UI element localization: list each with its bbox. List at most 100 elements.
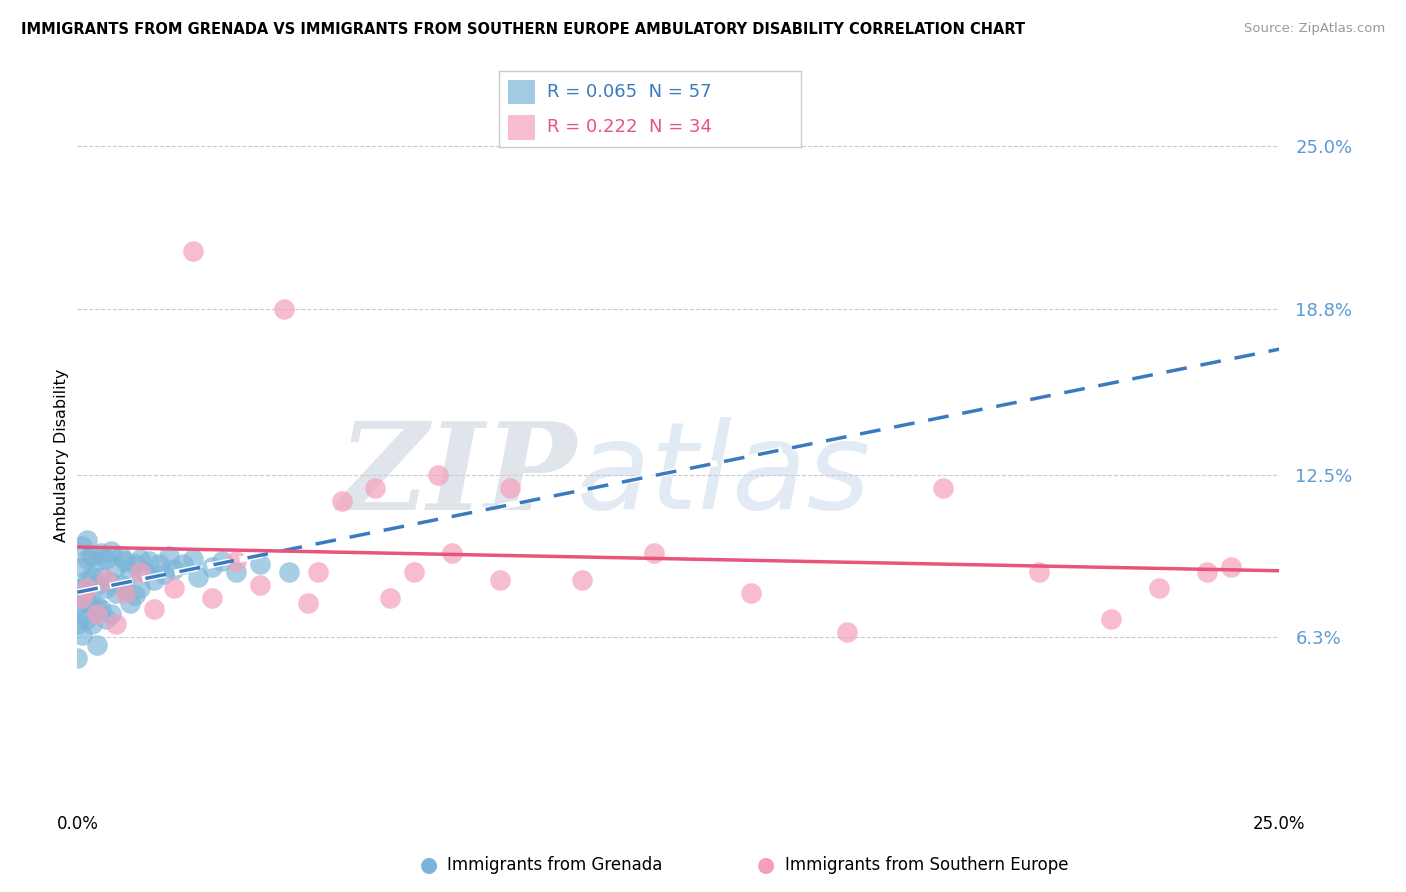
Point <box>1149 581 1171 595</box>
Point <box>643 546 665 560</box>
Point <box>441 546 464 560</box>
Point <box>100 607 122 621</box>
Point <box>66 599 89 613</box>
Point <box>172 557 194 571</box>
Point <box>489 573 512 587</box>
Point <box>96 612 118 626</box>
Point <box>66 617 89 632</box>
Point <box>100 575 122 590</box>
Point <box>162 581 184 595</box>
Y-axis label: Ambulatory Disability: Ambulatory Disability <box>53 368 69 541</box>
Point <box>134 565 156 579</box>
Point <box>277 565 299 579</box>
Point <box>402 565 425 579</box>
Point <box>153 567 176 582</box>
Point <box>104 559 127 574</box>
Point <box>186 570 209 584</box>
Point <box>86 599 108 613</box>
Point <box>86 578 108 592</box>
Point <box>114 554 136 568</box>
Point <box>114 586 136 600</box>
Point <box>70 559 93 574</box>
Text: Source: ZipAtlas.com: Source: ZipAtlas.com <box>1244 22 1385 36</box>
Bar <box>508 115 536 140</box>
Point <box>80 596 103 610</box>
Point <box>128 551 150 566</box>
Point <box>148 557 170 571</box>
Point <box>181 551 204 566</box>
Point <box>70 591 93 605</box>
Point <box>104 617 127 632</box>
Point <box>330 494 353 508</box>
Point <box>76 581 98 595</box>
Point <box>96 581 118 595</box>
Text: atlas: atlas <box>576 417 872 534</box>
Text: ZIP: ZIP <box>337 417 576 535</box>
Point <box>201 559 224 574</box>
Point <box>66 651 89 665</box>
Point <box>499 481 522 495</box>
Point <box>70 539 93 553</box>
Point <box>157 549 180 563</box>
Point <box>249 578 271 592</box>
Text: Immigrants from Grenada: Immigrants from Grenada <box>447 856 662 874</box>
Point <box>96 551 118 566</box>
Point <box>76 593 98 607</box>
Point <box>76 612 98 626</box>
Point <box>86 554 108 568</box>
Point <box>427 467 450 482</box>
Text: IMMIGRANTS FROM GRENADA VS IMMIGRANTS FROM SOUTHERN EUROPE AMBULATORY DISABILITY: IMMIGRANTS FROM GRENADA VS IMMIGRANTS FR… <box>21 22 1025 37</box>
Point <box>138 554 160 568</box>
Point <box>211 554 233 568</box>
Point <box>76 573 98 587</box>
Point <box>1099 612 1122 626</box>
Point <box>297 596 319 610</box>
Point <box>90 546 112 560</box>
Point <box>76 533 98 548</box>
Point <box>114 583 136 598</box>
Point <box>100 543 122 558</box>
Point <box>162 562 184 576</box>
Point <box>96 573 118 587</box>
Point <box>80 570 103 584</box>
Point <box>143 573 166 587</box>
Point <box>110 549 132 563</box>
Bar <box>508 79 536 104</box>
Point <box>128 581 150 595</box>
Point <box>225 554 247 568</box>
Point <box>932 481 955 495</box>
Point <box>70 628 93 642</box>
Point <box>124 588 146 602</box>
Point <box>120 565 142 579</box>
Point <box>378 591 401 605</box>
Point <box>70 581 93 595</box>
Point <box>124 557 146 571</box>
Point <box>86 607 108 621</box>
Point <box>86 638 108 652</box>
Point <box>90 601 112 615</box>
Point <box>740 586 762 600</box>
Point <box>1197 565 1219 579</box>
Point <box>249 557 271 571</box>
Point <box>273 302 295 317</box>
Point <box>76 551 98 566</box>
Point <box>1028 565 1050 579</box>
Point <box>571 573 593 587</box>
Point <box>307 565 329 579</box>
Point <box>90 570 112 584</box>
Point <box>201 591 224 605</box>
Point <box>225 565 247 579</box>
Point <box>104 586 127 600</box>
Text: R = 0.065  N = 57: R = 0.065 N = 57 <box>547 83 711 101</box>
Point <box>80 617 103 632</box>
Point <box>128 565 150 579</box>
Text: ●: ● <box>420 855 437 875</box>
Point <box>181 244 204 259</box>
Text: R = 0.222  N = 34: R = 0.222 N = 34 <box>547 119 713 136</box>
Point <box>364 481 387 495</box>
Text: Immigrants from Southern Europe: Immigrants from Southern Europe <box>785 856 1069 874</box>
Point <box>70 609 93 624</box>
Point <box>143 601 166 615</box>
Point <box>120 596 142 610</box>
Text: ●: ● <box>758 855 775 875</box>
